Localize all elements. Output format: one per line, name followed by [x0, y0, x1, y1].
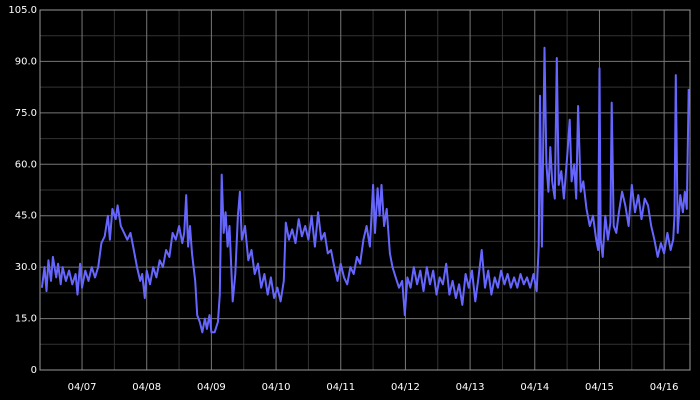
x-tick-label: 04/09: [197, 382, 226, 393]
x-tick-label: 04/11: [326, 382, 355, 393]
data-line: [40, 46, 690, 334]
y-tick-label: 45.0: [15, 211, 37, 222]
y-tick-label: 0: [31, 365, 37, 376]
plot-frame: [39, 9, 691, 371]
x-tick-label: 04/14: [520, 382, 549, 393]
y-tick-label: 60.0: [15, 159, 37, 170]
x-tick-label: 04/07: [68, 382, 97, 393]
y-tick-label: 30.0: [15, 262, 37, 273]
x-tick-label: 04/16: [650, 382, 679, 393]
x-tick-label: 04/13: [456, 382, 485, 393]
x-tick-label: 04/12: [391, 382, 420, 393]
y-tick-label: 90.0: [15, 56, 37, 67]
y-tick-label: 15.0: [15, 314, 37, 325]
x-tick-label: 04/10: [262, 382, 291, 393]
y-tick-label: 105.0: [8, 5, 37, 16]
x-tick-label: 04/15: [585, 382, 614, 393]
x-tick-label: 04/08: [132, 382, 161, 393]
y-tick-label: 75.0: [15, 108, 37, 119]
